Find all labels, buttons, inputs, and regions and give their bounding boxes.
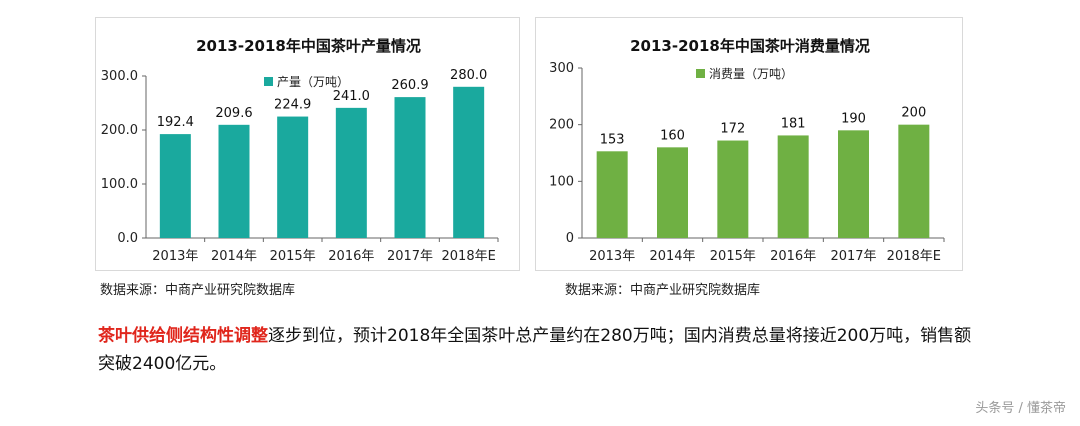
bar [394, 97, 426, 238]
watermark: 头条号 / 懂茶帝 [975, 401, 1066, 416]
y-tick-label: 200.0 [101, 123, 138, 138]
production-chart-panel: 2013-2018年中国茶叶产量情况产量（万吨） 0.0 100.0 200.0 300… [95, 17, 520, 271]
bar-value-label: 241.0 [333, 89, 370, 104]
summary-paragraph: 茶叶供给侧结构性调整逐步到位，预计2018年全国茶叶总产量约在280万吨；国内消… [98, 322, 978, 378]
summary-text: 逐步到位，预计2018年全国茶叶总产量约在280万吨；国内消费总量将接近200万… [98, 326, 972, 374]
bar [159, 134, 191, 238]
bar-value-label: 209.6 [215, 106, 252, 121]
bar-value-label: 192.4 [157, 115, 194, 130]
bar [717, 140, 749, 238]
consumption-source-note: 数据来源：中商产业研究院数据库 [565, 283, 761, 298]
production-source-note: 数据来源：中商产业研究院数据库 [100, 283, 296, 298]
summary-highlight: 茶叶供给侧结构性调整 [98, 326, 268, 346]
chart-title: 2013-2018年中国茶叶产量情况 [196, 37, 421, 55]
x-tick-label: 2017年 [830, 249, 876, 264]
legend-swatch [696, 69, 705, 78]
bar-value-label: 280.0 [450, 68, 487, 83]
y-tick-label: 100.0 [101, 177, 138, 192]
bar [657, 147, 688, 238]
chart-title: 2013-2018年中国茶叶消费量情况 [630, 37, 870, 55]
legend-label: 消费量（万吨） [709, 67, 793, 81]
x-tick-label: 2017年 [387, 249, 433, 264]
x-tick-label: 2013年 [589, 249, 635, 264]
x-tick-label: 2014年 [211, 249, 257, 264]
bar [277, 116, 309, 238]
y-tick-label: 0.0 [117, 231, 138, 246]
bar-value-label: 190 [841, 111, 866, 126]
y-tick-label: 100 [549, 174, 574, 189]
bar [898, 124, 930, 238]
bar-value-label: 224.9 [274, 98, 311, 113]
y-tick-label: 300.0 [101, 69, 138, 84]
bar [218, 124, 250, 238]
x-tick-label: 2014年 [649, 249, 695, 264]
bar [596, 151, 628, 238]
bar [838, 130, 869, 238]
bar-value-label: 172 [720, 122, 745, 137]
bar-value-label: 181 [781, 116, 806, 131]
bar [453, 86, 485, 238]
bar [777, 135, 809, 238]
x-tick-label: 2015年 [270, 249, 316, 264]
bar [335, 107, 367, 238]
x-tick-label: 2018年E [442, 249, 496, 264]
x-tick-label: 2016年 [328, 249, 374, 264]
x-tick-label: 2013年 [152, 249, 198, 264]
x-tick-label: 2016年 [770, 249, 816, 264]
y-tick-label: 0 [566, 231, 574, 246]
y-tick-label: 300 [549, 61, 574, 76]
bar-value-label: 260.9 [391, 78, 428, 93]
y-tick-label: 200 [549, 118, 574, 133]
bar-value-label: 200 [901, 106, 926, 121]
legend-swatch [264, 77, 273, 86]
consumption-chart-panel: 2013-2018年中国茶叶消费量情况消费量（万吨） 0 100 200 300 153 2… [535, 17, 963, 271]
x-tick-label: 2018年E [887, 249, 941, 264]
bar-value-label: 153 [600, 132, 625, 147]
legend-label: 产量（万吨） [277, 75, 349, 89]
x-tick-label: 2015年 [710, 249, 756, 264]
bar-value-label: 160 [660, 128, 685, 143]
